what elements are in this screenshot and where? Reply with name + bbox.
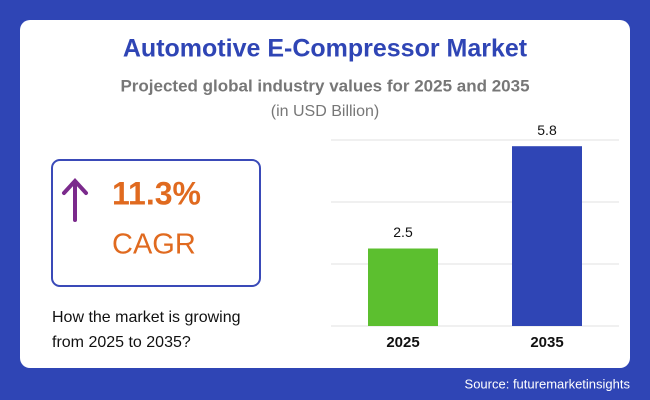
card [20,20,630,368]
question-line: How the market is growing [52,309,241,326]
value-label: 2.5 [393,224,413,240]
value-label: 5.8 [537,122,557,138]
question-line: from 2025 to 2035? [52,334,191,351]
cagr-box [51,159,261,287]
up-arrow [62,178,88,222]
cagr-label: CAGR [112,229,196,261]
source: Source: futuremarketinsights [465,376,631,391]
unit-note: (in USD Billion) [271,103,379,120]
x-tick-label: 2025 [386,334,419,351]
bar [512,146,582,326]
cagr-value: 11.3% [112,175,201,211]
bar [368,248,438,326]
x-tick-label: 2035 [530,334,563,351]
chart-subtitle: Projected global industry values for 202… [120,76,529,95]
chart-title: Automotive E-Compressor Market [123,35,528,63]
